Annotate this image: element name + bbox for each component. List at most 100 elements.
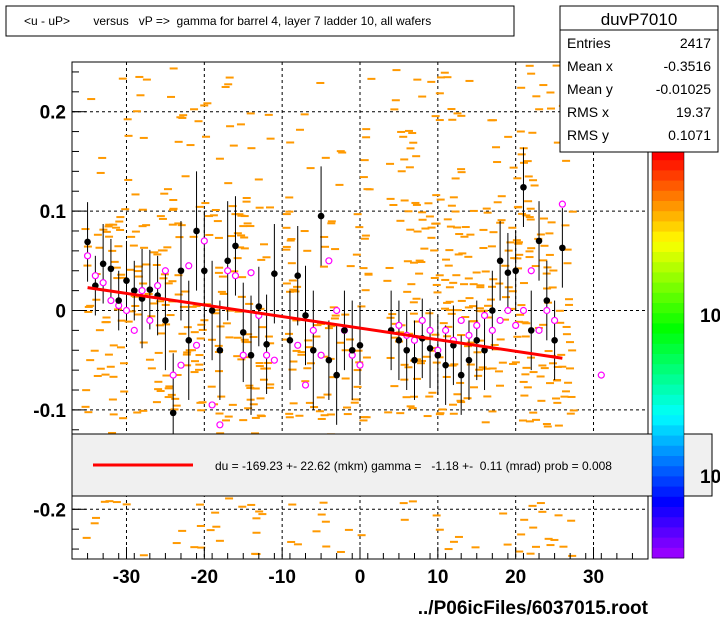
scatter-point [124, 134, 133, 137]
scatter-point [131, 193, 140, 196]
scatter-point [106, 365, 115, 368]
open-point [426, 326, 434, 334]
scatter-point [388, 313, 397, 316]
scatter-point [264, 113, 273, 116]
open-markers [83, 200, 605, 429]
stats-row-label: Entries [567, 35, 611, 51]
scatter-point [172, 404, 181, 407]
scatter-point [455, 233, 464, 236]
scatter-point [266, 342, 275, 345]
scatter-point [399, 502, 408, 505]
scatter-point [518, 212, 527, 215]
scatter-point [501, 264, 510, 267]
scatter-point [162, 323, 171, 326]
scatter-point [341, 349, 350, 352]
scatter-point [93, 374, 102, 377]
scatter-point [118, 276, 127, 279]
profile-point [496, 257, 504, 265]
scatter-point [317, 513, 326, 516]
scatter-point [484, 304, 493, 307]
x-tick-label: 30 [583, 567, 604, 588]
profile-point [123, 277, 130, 284]
scatter-point [177, 224, 186, 227]
scatter-point [361, 234, 370, 237]
scatter-point [112, 266, 121, 269]
scatter-point [287, 238, 296, 241]
scatter-point [304, 339, 313, 342]
scatter-point [243, 222, 252, 225]
scatter-point [526, 218, 535, 221]
scatter-point [158, 217, 167, 220]
scatter-point [164, 282, 173, 285]
scatter-point [227, 235, 236, 238]
scatter-point [364, 272, 373, 275]
scatter-point [357, 534, 366, 537]
scatter-point [492, 146, 501, 149]
open-point [333, 306, 341, 315]
scatter-point [445, 249, 454, 252]
scatter-point [178, 116, 187, 119]
profile-point [99, 260, 107, 268]
scatter-point [187, 349, 196, 352]
scatter-point [411, 201, 420, 204]
scatter-point [109, 344, 118, 347]
scatter-point [145, 358, 154, 361]
scatter-point [124, 178, 133, 181]
scatter-point [519, 161, 528, 164]
scatter-point [150, 302, 159, 305]
scatter-point [256, 414, 265, 417]
chart-title: <u - uP> versus vP => gamma for barrel 4… [24, 14, 431, 28]
scatter-point [513, 177, 522, 180]
open-point [317, 351, 325, 359]
scatter-point [427, 226, 436, 229]
scatter-point [520, 394, 529, 397]
legend-text: du = -169.23 +- 22.62 (mkm) gamma = -1.1… [215, 459, 612, 473]
scatter-point [360, 416, 369, 419]
scatter-point [215, 412, 224, 415]
scatter-point [449, 540, 458, 543]
scatter-point [175, 236, 184, 239]
scatter-point [168, 208, 177, 211]
scatter-point [321, 156, 330, 159]
scatter-point [475, 368, 484, 371]
scatter-point [432, 194, 441, 197]
scatter-point [251, 387, 260, 390]
scatter-point [236, 123, 245, 126]
profile-point [294, 272, 302, 280]
open-point [208, 401, 216, 409]
palette-cell [652, 150, 684, 161]
y-tick-label: -0.2 [33, 500, 66, 521]
open-point [519, 306, 528, 315]
profile-point [535, 237, 543, 245]
palette-cell [652, 323, 684, 335]
open-point [185, 262, 193, 270]
scatter-point [538, 510, 547, 513]
scatter-point [413, 78, 422, 81]
scatter-point [224, 83, 233, 86]
scatter-point [119, 417, 128, 420]
scatter-point [122, 503, 131, 506]
scatter-point [201, 202, 210, 205]
scatter-point [301, 380, 310, 383]
palette-cell [652, 262, 684, 273]
scatter-point [183, 364, 192, 367]
scatter-point [461, 226, 470, 229]
scatter-point [224, 415, 233, 418]
scatter-point [444, 548, 453, 551]
profile-point [426, 344, 434, 352]
scatter-point [228, 403, 237, 406]
scatter-point [195, 205, 204, 208]
scatter-point [474, 374, 483, 377]
scatter-point [167, 393, 176, 396]
scatter-point [561, 224, 570, 227]
scatter-point [282, 338, 291, 341]
profile-point [286, 337, 294, 344]
scatter-point [335, 183, 344, 186]
profile-point [193, 227, 200, 235]
scatter-point [126, 268, 135, 271]
scatter-point [164, 396, 173, 399]
profile-point [216, 346, 224, 354]
scatter-point [101, 321, 110, 324]
scatter-point [84, 411, 93, 414]
scatter-point [266, 383, 275, 386]
